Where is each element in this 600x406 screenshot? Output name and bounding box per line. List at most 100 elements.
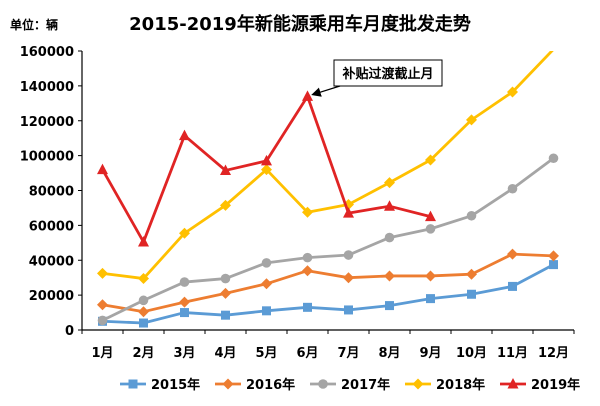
data-point <box>139 318 148 328</box>
data-point <box>221 310 230 320</box>
data-point <box>466 268 477 280</box>
series-2016年 <box>97 248 559 318</box>
data-point <box>549 260 558 270</box>
x-tick-label: 11月 <box>497 346 528 361</box>
data-point <box>343 207 354 218</box>
y-tick-label: 80000 <box>29 185 74 200</box>
series-line <box>102 263 555 325</box>
x-tick-label: 3月 <box>173 346 195 361</box>
legend-item: 2018年 <box>405 377 485 393</box>
data-point <box>261 258 272 268</box>
data-point <box>179 296 190 308</box>
x-tick-label: 4月 <box>214 346 236 361</box>
y-tick-label: 160000 <box>20 45 74 60</box>
annotation-text: 补贴过渡截止月 <box>341 66 433 82</box>
series-2019年 <box>97 90 436 247</box>
data-point <box>318 379 328 389</box>
x-tick-label: 12月 <box>538 346 569 361</box>
data-point <box>343 272 354 284</box>
data-point <box>384 270 395 282</box>
x-tick-label: 10月 <box>456 346 487 361</box>
data-point <box>548 250 559 262</box>
data-point <box>138 306 149 318</box>
data-point <box>548 153 559 164</box>
data-point <box>220 199 231 211</box>
data-point <box>507 248 518 260</box>
series-line <box>102 252 554 314</box>
y-tick-label: 100000 <box>20 150 74 165</box>
y-tick-label: 140000 <box>20 80 74 95</box>
data-point <box>343 250 354 260</box>
x-tick-label: 2月 <box>132 346 154 361</box>
data-point <box>466 210 477 221</box>
data-point <box>180 308 189 318</box>
data-point <box>303 302 312 312</box>
data-point <box>425 224 436 234</box>
data-point <box>97 315 108 326</box>
data-point <box>220 273 231 284</box>
y-tick-label: 60000 <box>29 219 74 234</box>
data-point <box>425 154 436 166</box>
y-tick-label: 0 <box>65 324 74 339</box>
data-point <box>220 164 231 175</box>
data-point <box>302 252 313 263</box>
data-point <box>507 86 518 98</box>
data-point <box>261 164 272 176</box>
chart-title: 2015-2019年新能源乘用车月度批发走势 <box>129 14 471 35</box>
data-point <box>508 281 517 291</box>
data-point <box>97 163 108 175</box>
legend-label: 2016年 <box>246 377 295 393</box>
data-point <box>507 183 518 194</box>
data-point <box>138 235 149 247</box>
unit-label: 单位：辆 <box>10 18 59 32</box>
data-point <box>466 114 477 126</box>
y-tick-label: 120000 <box>20 115 74 130</box>
data-point <box>425 270 436 282</box>
x-tick-label: 7月 <box>337 346 359 361</box>
data-point <box>426 294 435 304</box>
data-point <box>302 90 313 101</box>
x-tick-label: 5月 <box>255 346 277 361</box>
data-point <box>179 227 190 239</box>
legend-item: 2017年 <box>310 377 390 393</box>
data-point <box>138 273 149 285</box>
data-point <box>385 301 394 311</box>
series-2018年 <box>97 51 554 285</box>
data-point <box>138 295 149 306</box>
series-2015年 <box>98 260 558 328</box>
data-point <box>262 306 271 316</box>
data-point <box>425 210 436 222</box>
data-point <box>412 378 424 390</box>
data-point <box>128 379 138 389</box>
legend-label: 2017年 <box>341 377 390 393</box>
annotation-arrow <box>311 85 341 97</box>
data-point <box>384 177 395 189</box>
data-point <box>97 267 108 279</box>
series-2017年 <box>97 153 559 326</box>
data-point <box>220 287 231 299</box>
y-tick-label: 40000 <box>29 254 74 269</box>
series-line <box>101 157 555 322</box>
data-point <box>261 154 272 166</box>
x-tick-label: 1月 <box>91 346 113 361</box>
legend-item: 2016年 <box>215 377 295 393</box>
legend-item: 2019年 <box>500 377 580 393</box>
data-point <box>384 200 395 211</box>
data-point <box>302 265 313 277</box>
data-point <box>222 378 234 390</box>
data-point <box>384 232 395 243</box>
data-point <box>179 277 190 287</box>
data-point <box>507 378 519 389</box>
data-point <box>261 278 272 290</box>
x-tick-label: 9月 <box>419 346 441 361</box>
data-point <box>467 289 476 299</box>
y-tick-label: 20000 <box>29 289 74 304</box>
x-tick-label: 8月 <box>378 346 400 361</box>
x-tick-label: 6月 <box>296 346 318 361</box>
legend-item: 2015年 <box>120 377 200 393</box>
annotation-box <box>333 59 443 87</box>
data-point <box>344 305 353 315</box>
legend-label: 2015年 <box>151 377 200 393</box>
